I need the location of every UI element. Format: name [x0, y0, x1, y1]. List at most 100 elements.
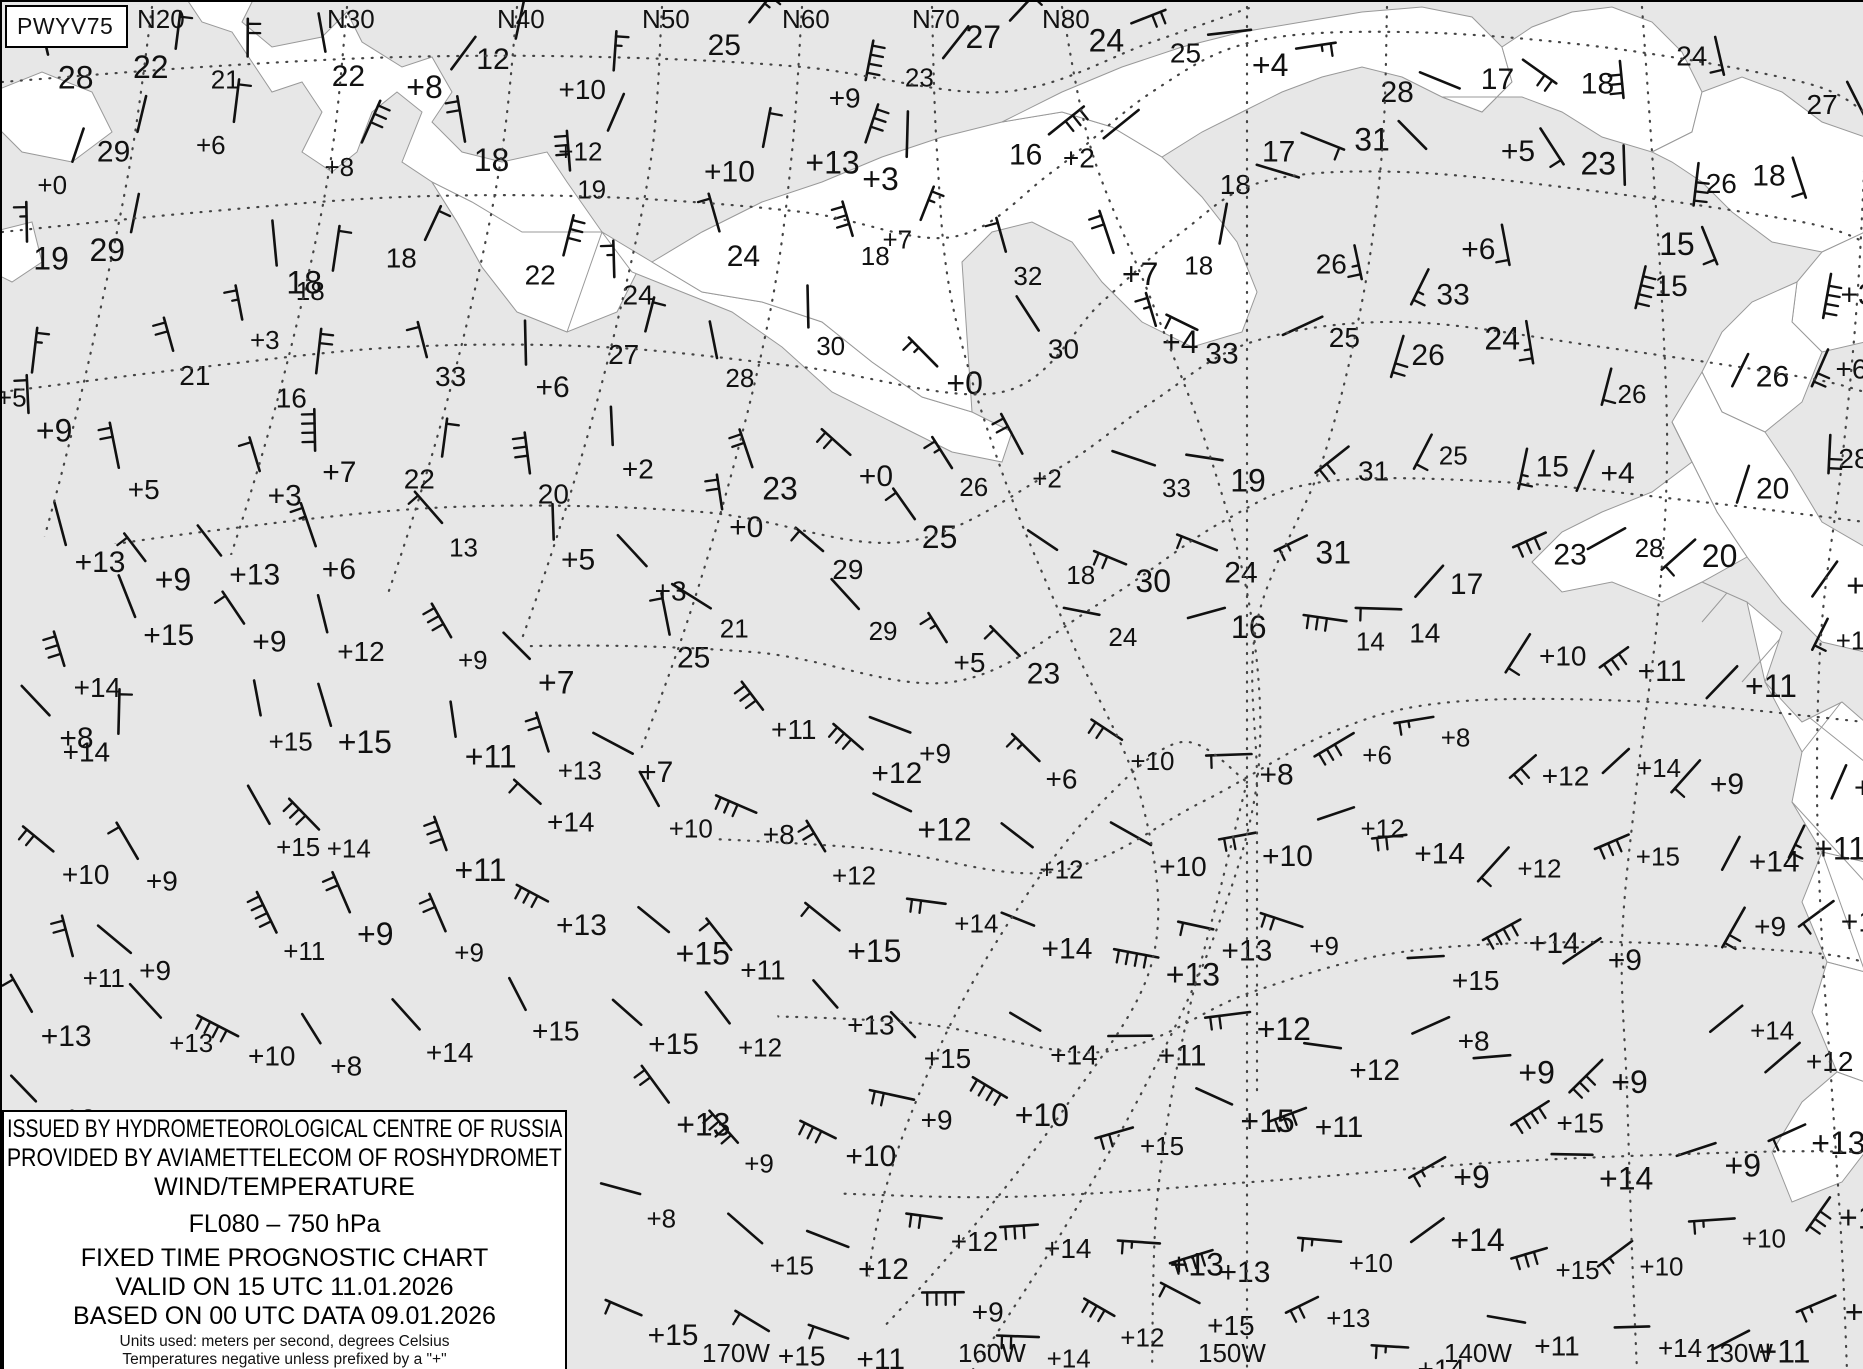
svg-text:+8: +8	[647, 1203, 677, 1233]
svg-text:26: 26	[1316, 248, 1347, 279]
svg-text:+6: +6	[1362, 740, 1392, 770]
svg-text:+5: +5	[1501, 135, 1535, 168]
svg-text:+15: +15	[1557, 1108, 1605, 1139]
svg-text:+8: +8	[1260, 758, 1294, 791]
svg-text:19: 19	[1230, 463, 1266, 499]
svg-text:+15: +15	[1841, 906, 1863, 939]
svg-text:+15: +15	[924, 1043, 972, 1074]
svg-text:+9: +9	[454, 937, 484, 967]
svg-text:+14: +14	[1529, 927, 1580, 960]
svg-text:+10: +10	[62, 859, 110, 890]
svg-text:+8: +8	[1441, 723, 1471, 753]
svg-text:+14: +14	[1450, 1222, 1504, 1258]
svg-text:+13: +13	[1811, 1125, 1863, 1161]
svg-text:22: 22	[404, 464, 435, 495]
svg-text:+13: +13	[75, 546, 126, 579]
svg-text:+3: +3	[862, 161, 898, 197]
svg-text:25: 25	[708, 29, 741, 62]
svg-text:+7: +7	[322, 456, 356, 489]
svg-text:+12: +12	[832, 861, 876, 891]
svg-text:27: 27	[608, 339, 639, 370]
svg-text:+6: +6	[536, 371, 570, 404]
svg-text:24: 24	[727, 240, 760, 273]
svg-text:14: 14	[1356, 627, 1385, 657]
svg-text:+8: +8	[406, 69, 442, 105]
svg-text:33: 33	[1205, 338, 1238, 371]
svg-text:16: 16	[1009, 139, 1042, 172]
svg-text:16: 16	[276, 382, 307, 413]
svg-text:27: 27	[966, 19, 1002, 55]
svg-text:33: 33	[435, 361, 466, 392]
svg-text:+14: +14	[1042, 932, 1093, 965]
svg-text:+15: +15	[532, 1016, 580, 1047]
svg-text:14: 14	[1409, 618, 1440, 649]
svg-text:+13: +13	[805, 145, 859, 181]
svg-text:+14: +14	[1658, 1333, 1702, 1363]
svg-text:+14: +14	[1047, 1344, 1091, 1369]
svg-text:+14: +14	[1414, 838, 1465, 871]
svg-text:19: 19	[577, 175, 606, 205]
svg-text:+12: +12	[558, 136, 602, 166]
svg-text:+9: +9	[1309, 931, 1339, 961]
svg-text:+11: +11	[740, 954, 785, 985]
svg-text:+7: +7	[1122, 256, 1158, 292]
svg-text:+15: +15	[338, 724, 392, 760]
svg-text:+3: +3	[250, 325, 280, 355]
svg-text:22: 22	[525, 260, 556, 291]
svg-text:+6: +6	[1046, 764, 1078, 795]
svg-text:+13: +13	[1854, 772, 1863, 805]
svg-text:+3: +3	[1841, 278, 1863, 311]
svg-text:+12: +12	[1039, 855, 1083, 885]
svg-text:33: 33	[1436, 278, 1469, 311]
svg-text:+15: +15	[648, 1028, 699, 1061]
svg-text:18: 18	[296, 276, 325, 306]
svg-text:+11: +11	[1158, 1040, 1207, 1073]
svg-text:15: 15	[1659, 226, 1695, 262]
svg-text:28: 28	[725, 363, 754, 393]
svg-text:+10: +10	[1015, 1097, 1069, 1133]
svg-text:+6: +6	[1836, 354, 1863, 385]
svg-text:+0: +0	[859, 460, 893, 493]
svg-text:+13: +13	[1220, 1256, 1271, 1289]
svg-text:+9: +9	[139, 955, 171, 986]
svg-text:19: 19	[33, 241, 69, 277]
svg-text:32: 32	[1013, 261, 1042, 291]
svg-text:23: 23	[1553, 539, 1586, 572]
svg-text:+13: +13	[1166, 956, 1220, 992]
svg-text:22: 22	[133, 49, 169, 85]
svg-text:+15: +15	[648, 1319, 699, 1352]
svg-text:+4: +4	[1601, 457, 1635, 490]
svg-text:+9: +9	[252, 626, 286, 659]
svg-text:26: 26	[1706, 168, 1737, 199]
svg-text:+11: +11	[856, 1343, 905, 1369]
svg-text:27: 27	[1807, 89, 1838, 120]
svg-text:17: 17	[1262, 135, 1295, 168]
svg-text:+9: +9	[1611, 1064, 1647, 1100]
svg-text:17: 17	[1450, 568, 1483, 601]
svg-text:18: 18	[474, 142, 510, 178]
svg-text:26: 26	[959, 472, 988, 502]
svg-text:+2: +2	[1032, 463, 1062, 493]
svg-text:+6: +6	[196, 130, 226, 160]
svg-text:+13: +13	[1170, 1247, 1224, 1283]
svg-text:+12: +12	[738, 1033, 782, 1063]
svg-text:+11: +11	[283, 936, 325, 966]
svg-text:+15: +15	[143, 619, 194, 652]
svg-text:+15: +15	[1240, 1103, 1294, 1139]
svg-text:26: 26	[1618, 379, 1647, 409]
svg-text:24: 24	[1676, 40, 1707, 71]
svg-text:+15: +15	[1556, 1255, 1600, 1285]
svg-text:+10: +10	[1836, 625, 1863, 655]
svg-text:+14: +14	[954, 909, 998, 939]
svg-text:+10: +10	[1159, 851, 1207, 882]
svg-text:+15: +15	[1636, 842, 1680, 872]
svg-text:+4: +4	[1252, 47, 1288, 83]
svg-text:+12: +12	[871, 757, 922, 790]
svg-text:+13: +13	[1326, 1303, 1370, 1333]
svg-text:+12: +12	[917, 812, 971, 848]
svg-text:20: 20	[1702, 538, 1738, 574]
svg-text:+7: +7	[639, 756, 673, 789]
svg-text:+13: +13	[556, 909, 607, 942]
svg-text:24: 24	[623, 279, 654, 310]
svg-text:21: 21	[211, 64, 240, 94]
